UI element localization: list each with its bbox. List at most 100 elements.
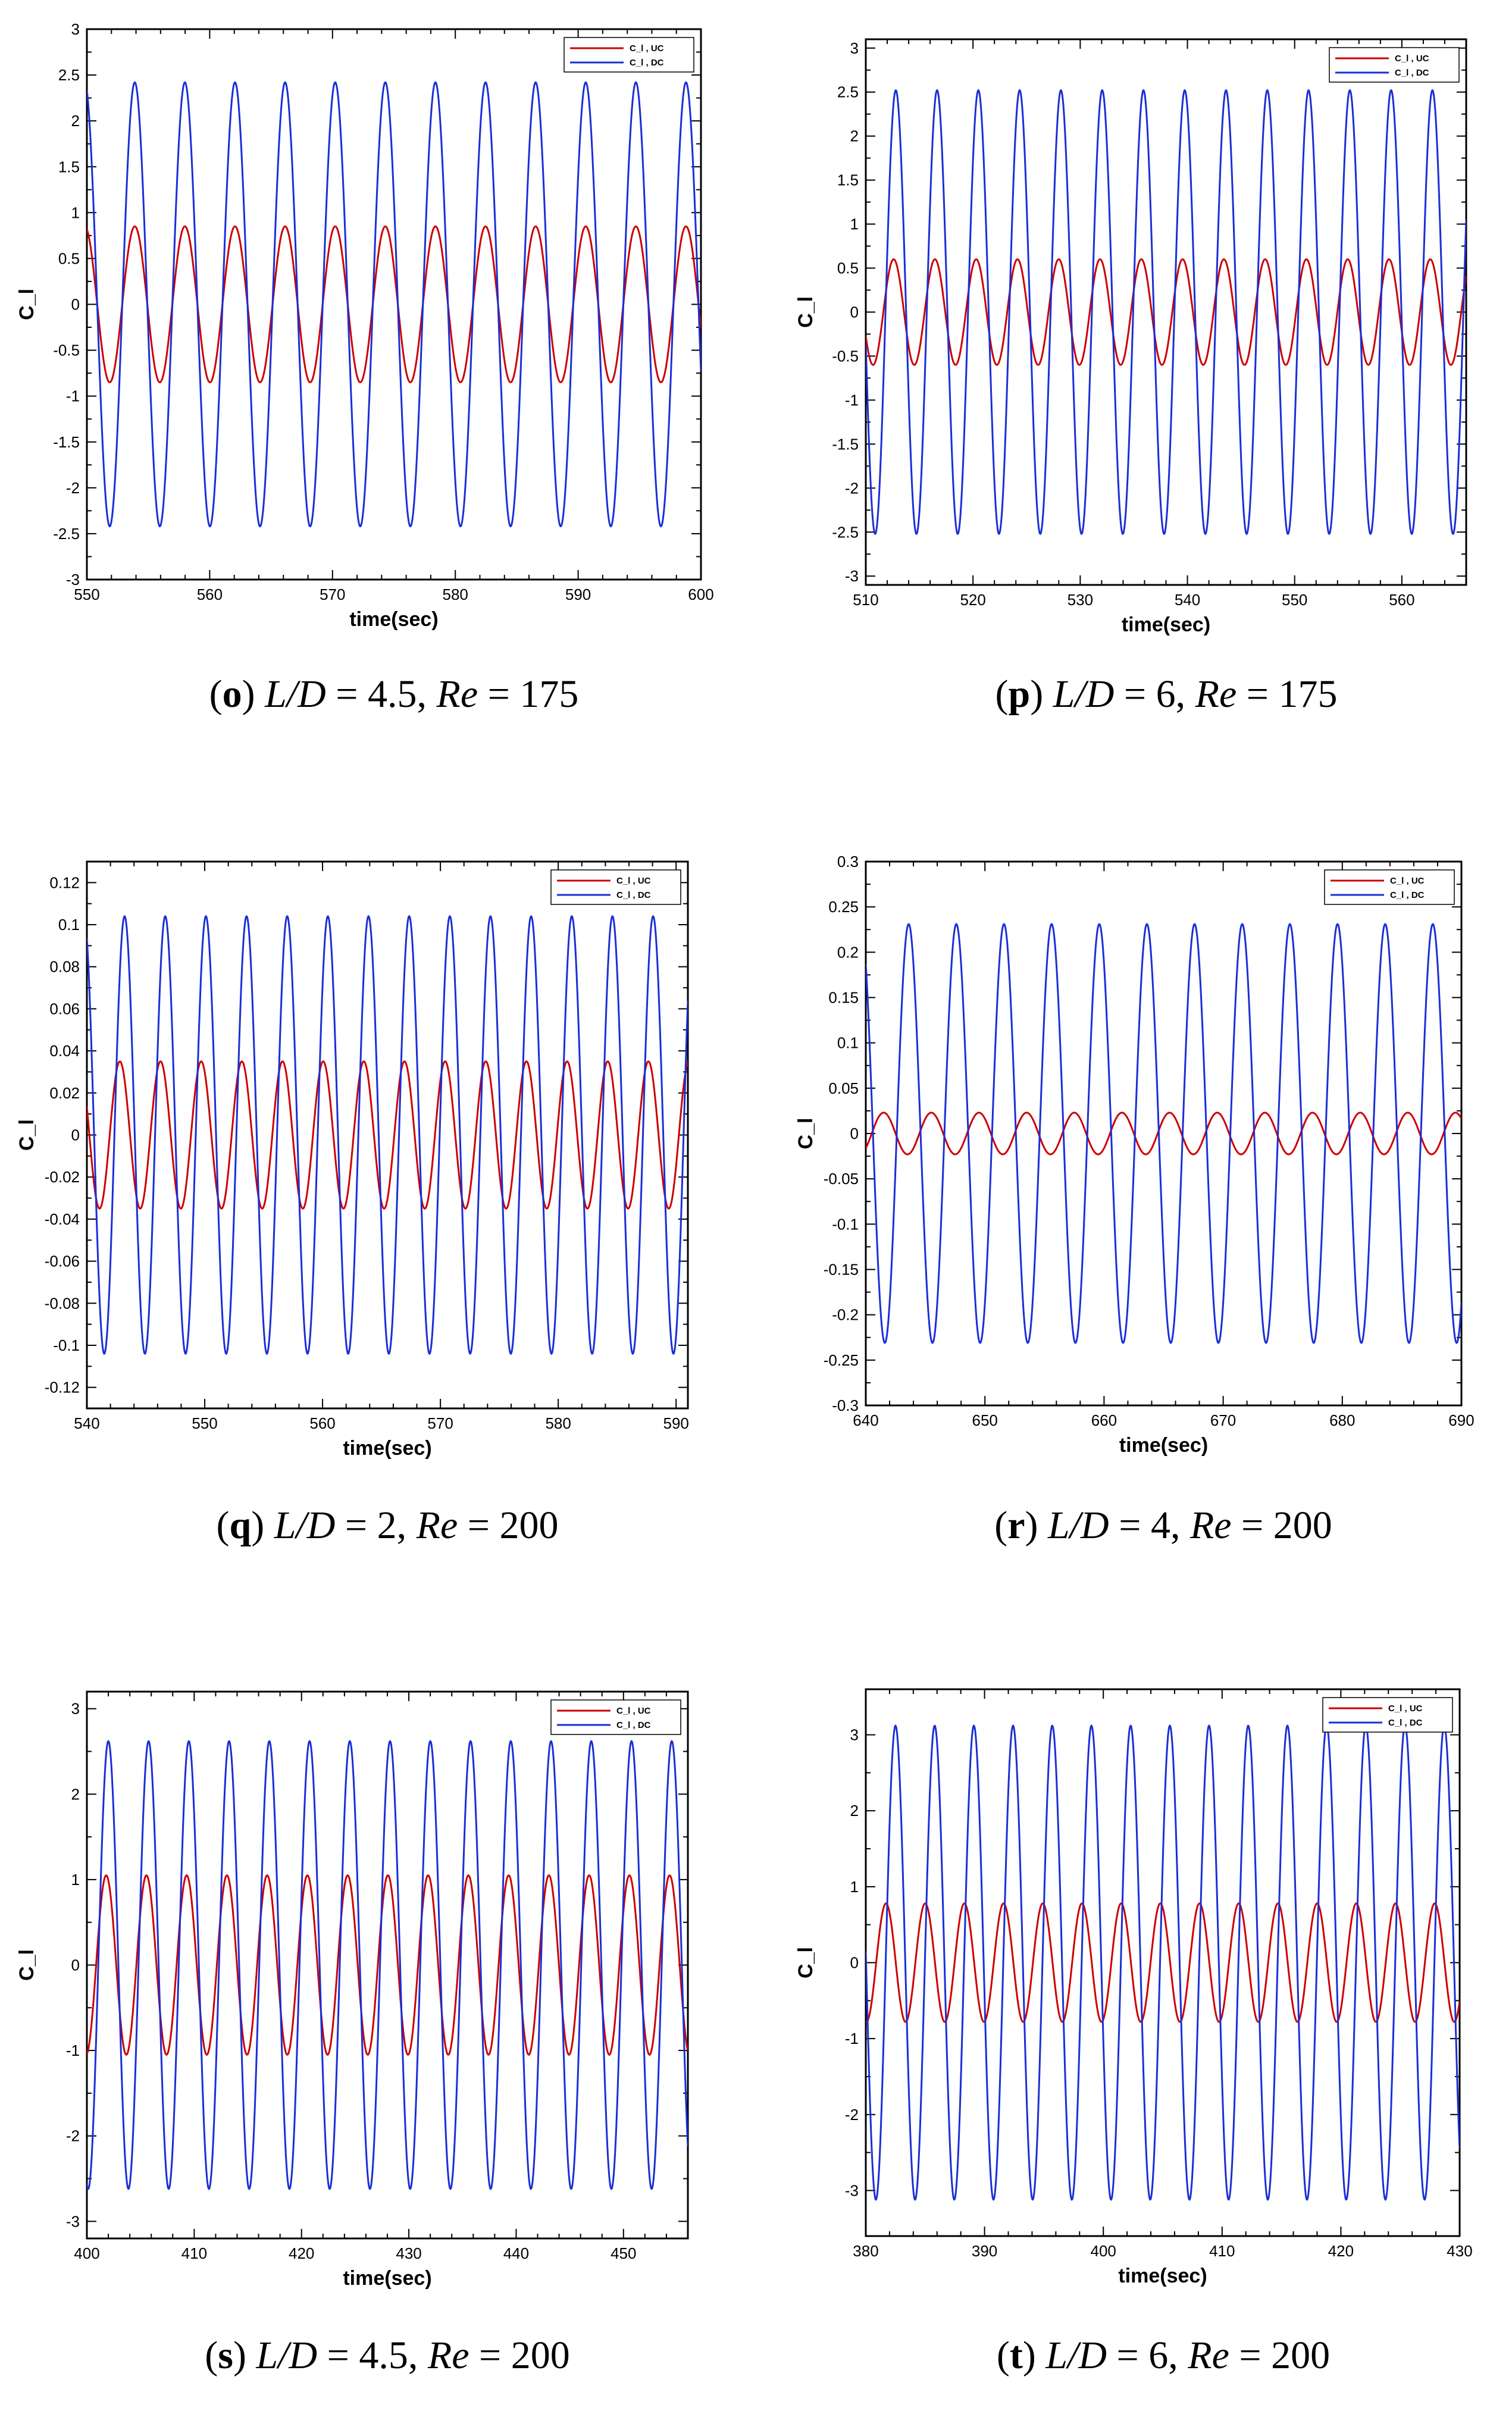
uc-series-line	[87, 1060, 688, 1210]
caption-ld-label: L/D	[1053, 672, 1115, 716]
caption-punct: )	[251, 1504, 274, 1547]
legend-box	[1322, 1697, 1453, 1733]
caption-ld-value: 4.5	[359, 2334, 408, 2377]
y-tick-label: 3	[71, 1700, 80, 1718]
y-tick-label: 0.04	[49, 1042, 80, 1060]
caption-punct: (	[996, 672, 1009, 716]
y-tick-label: -2	[845, 2106, 859, 2124]
caption-letter: q	[229, 1504, 251, 1547]
caption-punct: (	[217, 1504, 230, 1547]
caption-ld-label: L/D	[274, 1504, 336, 1547]
chart-p: 510 520 530 540 550 560 3 2.5 2 1.5 1 0.5 0 -0.5 -1 -1.…	[794, 38, 1467, 716]
y-tick-label: 2	[850, 1802, 859, 1820]
x-tick-label: 510	[853, 591, 878, 609]
y-tick-label: -3	[845, 2181, 859, 2199]
x-tick-label: 670	[1210, 1411, 1236, 1429]
caption-re-value: 200	[1273, 1504, 1332, 1547]
chart-o: 550 560 570 580 590 600 3 2.5 2 1.5 1 0.5 0 -0.5 -1 -1.…	[15, 20, 714, 716]
x-axis-title: time(sec)	[349, 608, 438, 631]
uc-series-line	[866, 258, 1466, 366]
dc-series-line	[866, 89, 1466, 536]
y-tick-label: 0	[850, 303, 859, 321]
y-tick-label: 0.05	[828, 1079, 859, 1097]
caption-punct: )	[1030, 672, 1053, 716]
dc-series-line	[87, 1740, 688, 2190]
dc-series-line	[866, 923, 1461, 1344]
caption-re-label: Re	[1189, 1504, 1232, 1547]
y-axis-title: C_l	[794, 1118, 817, 1150]
x-tick-label: 680	[1329, 1411, 1355, 1429]
uc-series-line	[87, 225, 701, 384]
y-tick-label: 2	[71, 1785, 80, 1803]
x-tick-label: 420	[1328, 2242, 1354, 2260]
caption-letter: p	[1008, 672, 1030, 716]
caption-punct: ,	[1168, 2334, 1188, 2377]
caption-o: (o) L/D = 4.5, Re = 175	[209, 672, 579, 716]
y-tick-label: -2	[845, 479, 859, 497]
x-tick-label: 450	[611, 2244, 636, 2262]
y-tick-label: -1	[66, 2041, 80, 2059]
caption-ld-value: 4.5	[368, 672, 417, 716]
caption-r: (r) L/D = 4, Re = 200	[994, 1504, 1332, 1547]
caption-re-label: Re	[436, 672, 478, 716]
legend-dc-label: C_l , DC	[1388, 1718, 1423, 1728]
caption-punct: )	[1025, 1504, 1048, 1547]
caption-punct: (	[997, 2334, 1010, 2377]
y-tick-label: 0.2	[837, 943, 859, 961]
y-tick-label: -1.5	[832, 435, 859, 453]
y-tick-label: -1.5	[53, 433, 80, 451]
plot-frame	[865, 38, 1467, 586]
y-tick-label: 2.5	[837, 83, 859, 101]
x-axis-title: time(sec)	[343, 1437, 431, 1460]
y-tick-label: 0.02	[49, 1084, 80, 1102]
y-tick-label: 0	[71, 1126, 80, 1144]
y-tick-label: 3	[71, 20, 80, 38]
x-tick-label: 550	[1282, 591, 1307, 609]
caption-letter: t	[1010, 2334, 1023, 2377]
caption-re-label: Re	[427, 2334, 469, 2377]
x-tick-label: 570	[320, 585, 345, 603]
y-tick-label: 0	[850, 1954, 859, 1972]
y-tick-label: -3	[845, 567, 859, 585]
caption-punct: (	[994, 1504, 1007, 1547]
x-tick-label: 400	[74, 2244, 99, 2262]
x-tick-label: 580	[545, 1414, 571, 1432]
x-axis-title: time(sec)	[343, 2267, 431, 2290]
caption-punct: ,	[397, 1504, 417, 1547]
y-tick-label: -2.5	[832, 523, 859, 541]
caption-punct: =	[1109, 1504, 1151, 1547]
caption-ld-value: 6	[1156, 672, 1176, 716]
x-tick-label: 560	[309, 1414, 335, 1432]
legend-box	[550, 1699, 681, 1735]
legend-dc-label: C_l , DC	[616, 1720, 651, 1730]
chart-r: 640 650 660 670 680 690 0.3 0.25 0.2 0.15 0.1 0.05 0…	[794, 853, 1475, 1547]
x-tick-label: 600	[688, 585, 713, 603]
caption-punct: )	[242, 672, 265, 716]
x-tick-label: 590	[663, 1414, 689, 1432]
y-tick-label: 3	[850, 39, 859, 57]
y-tick-label: 0.06	[49, 1000, 80, 1017]
caption-re-value: 200	[511, 2334, 570, 2377]
y-tick-label: 1.5	[58, 158, 80, 176]
y-axis-title: C_l	[15, 1949, 38, 1981]
caption-punct: )	[1023, 2334, 1045, 2377]
y-axis-title: C_l	[15, 1119, 38, 1151]
y-tick-label: 0.15	[828, 989, 859, 1007]
caption-punct: )	[233, 2334, 256, 2377]
y-tick-label: 0.1	[837, 1034, 859, 1052]
legend-uc-label: C_l , UC	[630, 43, 664, 54]
caption-ld-value: 6	[1148, 2334, 1168, 2377]
x-axis-title: time(sec)	[1122, 613, 1210, 636]
uc-series-line	[866, 1902, 1460, 2023]
y-tick-label: -0.12	[45, 1379, 80, 1396]
y-tick-label: 1.5	[837, 171, 859, 189]
x-tick-label: 420	[289, 2244, 314, 2262]
y-tick-label: -2	[66, 2127, 80, 2145]
x-tick-label: 650	[972, 1411, 998, 1429]
caption-punct: ,	[1176, 672, 1195, 716]
y-tick-label: 0.5	[58, 249, 80, 267]
caption-punct: =	[458, 1504, 499, 1547]
x-tick-label: 590	[565, 585, 591, 603]
legend-uc-label: C_l , UC	[1388, 1704, 1423, 1714]
